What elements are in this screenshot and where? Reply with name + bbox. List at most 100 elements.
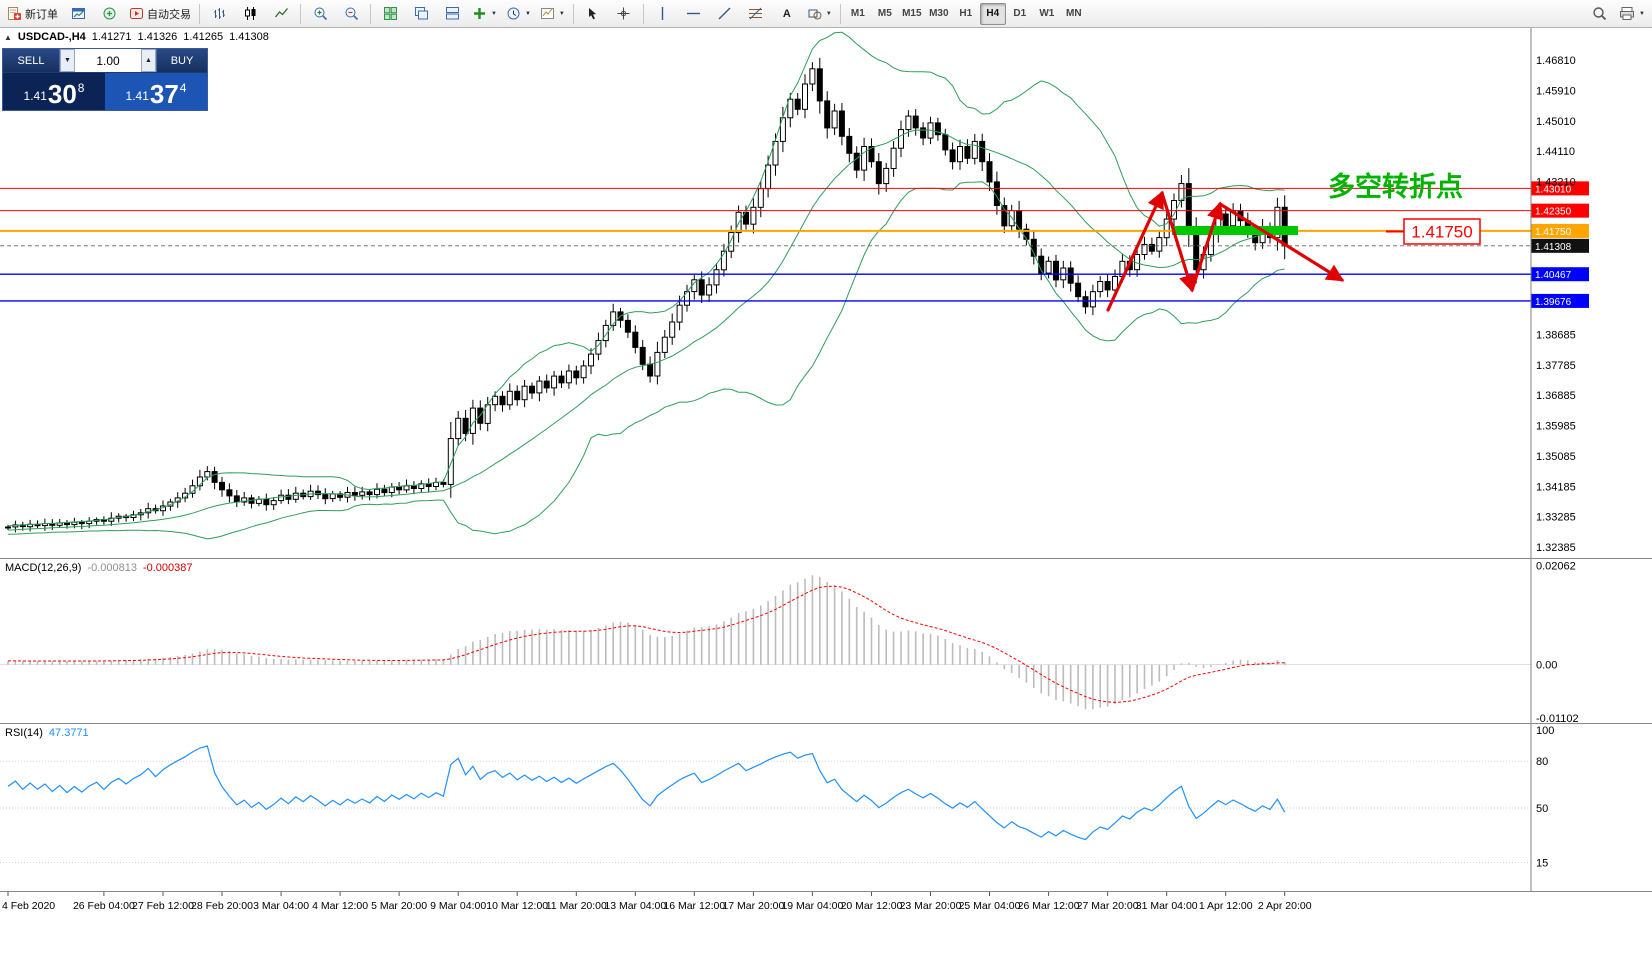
text-tool-button[interactable]: A [772,2,802,26]
toolbar-separator [572,3,574,24]
line-chart-type-button[interactable] [266,2,296,26]
chart-window-button[interactable] [63,2,93,26]
search-button[interactable] [1584,2,1614,26]
timeframe-d1-button[interactable]: D1 [1013,8,1027,19]
svg-text:50: 50 [1536,803,1548,815]
arrange-windows-button[interactable] [437,2,467,26]
timeframe-mn-button[interactable]: MN [1066,8,1082,19]
main-chart-canvas[interactable]: 1.430101.423501.417501.404671.396761.413… [0,28,1652,558]
trendline-tool-button[interactable] [710,2,740,26]
horizontal-line-icon [687,12,701,15]
sell-price[interactable]: 1.41 30 8 [3,73,105,110]
chart-close: 1.41308 [229,31,269,43]
cascade-windows-button[interactable] [406,2,436,26]
svg-text:5 Mar 20:00: 5 Mar 20:00 [371,900,427,912]
svg-text:1.44110: 1.44110 [1536,146,1575,158]
zoom-in-button[interactable] [305,2,335,26]
add-indicator-icon [474,8,485,19]
tile-windows-icon [383,7,397,20]
chart-ohlc-title: ▲ USDCAD-,H4 1.41271 1.41326 1.41265 1.4… [4,31,269,43]
svg-text:31 Mar 04:00: 31 Mar 04:00 [1136,900,1198,912]
svg-text:1.45010: 1.45010 [1536,116,1576,128]
buy-price-sup: 4 [179,81,187,95]
buy-price[interactable]: 1.41 37 4 [105,73,207,110]
templates-button[interactable]: ▼ [536,2,569,26]
candlestick-chart-type-button[interactable] [235,2,265,26]
svg-text:11 Mar 20:00: 11 Mar 20:00 [546,900,607,912]
svg-text:9 Mar 04:00: 9 Mar 04:00 [430,900,486,912]
sell-price-sup: 8 [77,81,85,95]
svg-text:1 Apr 12:00: 1 Apr 12:00 [1199,900,1253,912]
timeframe-h4-button[interactable]: H4 [979,2,1006,25]
svg-text:1.38685: 1.38685 [1536,329,1576,341]
cursor-icon [589,8,597,20]
one-click-trading-panel: SELL ▼ ▲ BUY 1.41 30 8 1.41 37 4 [2,48,208,111]
rsi-canvas[interactable]: 100 80 50 15 [0,724,1652,891]
svg-text:4 Feb 2020: 4 Feb 2020 [2,900,55,912]
svg-text:26 Feb 04:00: 26 Feb 04:00 [73,900,135,912]
autotrading-button[interactable]: 自动交易 [125,2,195,26]
rsi-label: RSI(14) 47.3771 [5,727,89,739]
sell-button[interactable]: SELL [3,49,60,72]
svg-text:3 Mar 04:00: 3 Mar 04:00 [253,900,309,912]
horizontal-line-tool-button[interactable] [679,2,709,26]
timeframe-group: M1 M5 M15 M30 H1 H4 D1 W1 MN [845,2,1087,25]
crosshair-button[interactable] [609,2,639,26]
timeframe-w1-button[interactable]: W1 [1039,8,1055,19]
print-button[interactable]: ▼ [1615,2,1649,26]
volume-increase-button[interactable]: ▲ [141,49,156,72]
new-order-button[interactable]: 新订单 [3,2,62,26]
one-click-toggle-icon[interactable]: ▲ [4,32,12,42]
svg-text:1.36885: 1.36885 [1536,390,1576,402]
macd-value-signal: -0.000387 [142,562,193,574]
chevron-down-icon: ▼ [1639,10,1645,17]
new-order-label: 新订单 [25,8,58,21]
svg-text:1.37785: 1.37785 [1536,360,1576,372]
svg-text:26 Mar 12:00: 26 Mar 12:00 [1018,900,1080,912]
macd-panel: 0.02062 0.00 -0.01102 MACD(12,26,9) -0.000… [0,559,1652,724]
vertical-line-tool-button[interactable] [648,2,678,26]
shapes-tool-button[interactable]: ▼ [803,2,836,26]
svg-text:100: 100 [1536,725,1554,737]
svg-text:1.42350: 1.42350 [1535,207,1572,218]
depth-of-market-icon [103,7,115,20]
timeframe-m30-button[interactable]: M30 [929,8,949,19]
volume-decrease-button[interactable]: ▼ [60,49,75,72]
chart-window-icon [71,8,85,19]
svg-text:15: 15 [1536,858,1548,870]
tile-windows-button[interactable] [375,2,405,26]
svg-text:27 Mar 20:00: 27 Mar 20:00 [1077,900,1139,912]
svg-text:1.33285: 1.33285 [1536,512,1576,524]
svg-text:17 Mar 20:00: 17 Mar 20:00 [722,900,784,912]
timeframe-m1-button[interactable]: M1 [850,8,865,19]
cursor-button[interactable] [578,2,608,26]
buy-button[interactable]: BUY [156,49,207,72]
timeframe-h1-button[interactable]: H1 [959,8,973,19]
timeframe-m5-button[interactable]: M5 [877,8,892,19]
vertical-line-icon [662,7,664,20]
depth-of-market-button[interactable] [94,2,124,26]
volume-input[interactable] [75,49,141,72]
svg-text:2 Apr 20:00: 2 Apr 20:00 [1258,900,1312,912]
clock-icon [507,7,520,20]
svg-text:1.41308: 1.41308 [1535,242,1572,253]
fibonacci-tool-button[interactable] [741,2,771,26]
time-axis[interactable]: 4 Feb 2020 26 Feb 04:00 27 Feb 12:00 28 Feb… [0,892,1652,927]
svg-text:1.46810: 1.46810 [1536,55,1576,67]
svg-text:1.32385: 1.32385 [1536,542,1576,554]
templates-icon [540,8,554,19]
svg-text:1.35085: 1.35085 [1536,451,1576,463]
svg-text:1.39676: 1.39676 [1535,297,1572,308]
bar-chart-type-button[interactable] [204,2,234,26]
toolbar-separator [300,3,301,24]
zoom-out-button[interactable] [336,2,366,26]
main-chart-panel: 1.43010 1.42350 1.41750 1.40467 1.39676 1.413… [0,28,1652,559]
timeframe-m15-button[interactable]: M15 [902,8,922,19]
crosshair-icon [617,7,630,20]
candlestick-chart-type-icon [244,7,255,20]
add-indicator-button[interactable]: ▼ [468,2,501,26]
svg-text:23 Mar 20:00: 23 Mar 20:00 [900,900,962,912]
macd-canvas[interactable]: 0.02062 0.00 -0.01102 [0,559,1652,723]
period-menu-button[interactable]: ▼ [502,2,535,26]
